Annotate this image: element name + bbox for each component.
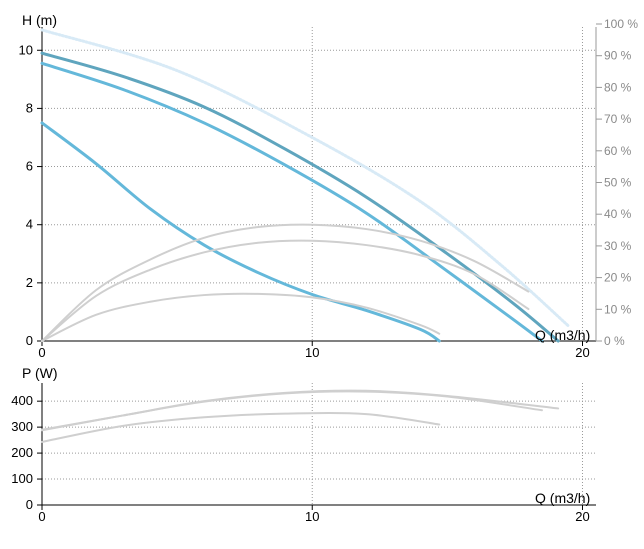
- head-y-tick-label: 10: [19, 42, 33, 57]
- head-ticks: 0 10 20 0 2 4 6 8 10: [19, 42, 590, 360]
- efficiency-tick-label: 80 %: [604, 80, 632, 94]
- efficiency-tick-label: 70 %: [604, 112, 632, 126]
- efficiency-tick-label: 60 %: [604, 144, 632, 158]
- head-y-tick-label: 0: [26, 333, 33, 348]
- head-series-4: [40, 121, 441, 343]
- head-series-7: [41, 292, 441, 342]
- head-y-tick-label: 6: [26, 159, 33, 174]
- head-series-6: [41, 239, 530, 342]
- head-x-axis-title: Q (m3/h): [535, 327, 590, 343]
- power-x-tick-label: 0: [38, 509, 45, 524]
- power-series-3: [41, 412, 441, 443]
- head-y-tick-label: 8: [26, 100, 33, 115]
- efficiency-tick-label: 20 %: [604, 271, 632, 285]
- head-y-tick-label: 2: [26, 275, 33, 290]
- efficiency-tick-label: 50 %: [604, 176, 632, 190]
- power-series: [41, 389, 560, 443]
- efficiency-tick-label: 40 %: [604, 207, 632, 221]
- head-axes: [41, 27, 597, 342]
- power-y-tick-label: 400: [11, 393, 33, 408]
- head-x-tick-label: 10: [305, 345, 319, 360]
- power-y-tick-label: 200: [11, 445, 33, 460]
- head-series-2: [40, 51, 560, 343]
- power-y-tick-label: 0: [26, 497, 33, 512]
- head-x-tick-label: 20: [575, 345, 589, 360]
- power-x-tick-label: 20: [575, 509, 589, 524]
- head-y-tick-label: 4: [26, 217, 33, 232]
- power-x-axis-title: Q (m3/h): [535, 490, 590, 506]
- power-y-axis-title: P (W): [22, 365, 58, 381]
- efficiency-tick-label: 90 %: [604, 49, 632, 63]
- power-series-2: [41, 390, 543, 432]
- head-series-1: [40, 28, 571, 328]
- efficiency-tick-label: 30 %: [604, 239, 632, 253]
- head-y-axis-title: H (m): [22, 12, 57, 28]
- power-y-tick-label: 300: [11, 419, 33, 434]
- power-y-tick-label: 100: [11, 471, 33, 486]
- efficiency-tick-label: 100 %: [604, 17, 638, 31]
- head-x-tick-label: 0: [38, 345, 45, 360]
- head-series-5: [41, 223, 530, 342]
- power-grid: [42, 383, 596, 505]
- efficiency-ticks: 0 % 10 % 20 % 30 % 40 % 50 % 60 % 70 % 80 % 90 % 1…: [596, 17, 638, 348]
- power-x-tick-label: 10: [305, 509, 319, 524]
- head-series-3: [40, 61, 544, 343]
- efficiency-tick-label: 0 %: [604, 334, 625, 348]
- power-axes: [41, 383, 596, 506]
- head-series: [40, 28, 571, 343]
- efficiency-tick-label: 10 %: [604, 302, 632, 316]
